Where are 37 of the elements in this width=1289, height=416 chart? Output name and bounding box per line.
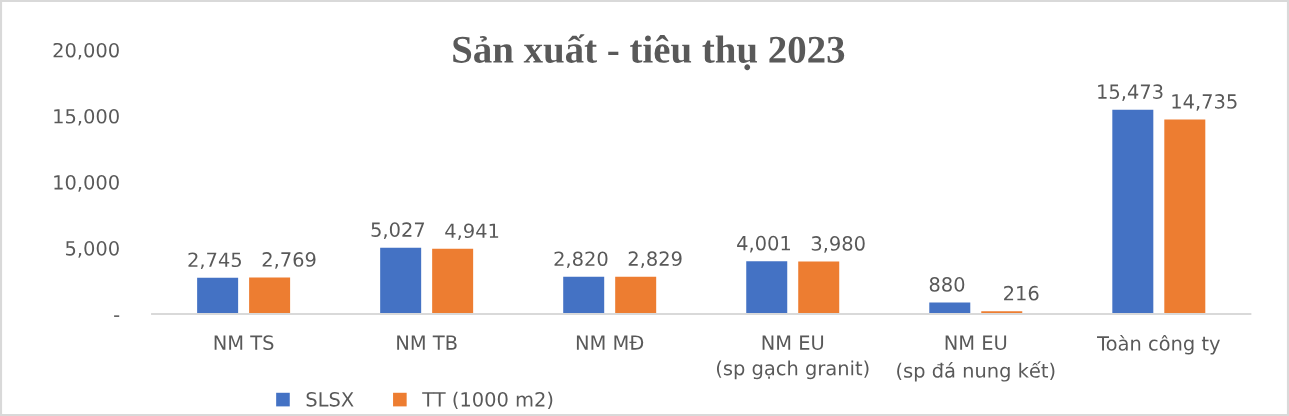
bar: [798, 261, 840, 315]
y-tick-label: 15,000: [54, 108, 119, 126]
data-label: 216: [1004, 285, 1039, 301]
bar: [563, 276, 605, 315]
bar: [746, 261, 788, 315]
data-label: 2,745: [188, 252, 241, 270]
data-label: 15,473: [1098, 84, 1163, 101]
data-label: 3,980: [811, 236, 865, 253]
legend-label: SLSX: [306, 391, 354, 407]
y-tick-label: 5,000: [65, 241, 119, 258]
x-tick-label: NM EU (sp đá nung kết): [897, 335, 1055, 382]
data-label: 14,735: [1172, 94, 1237, 111]
data-label: 2,769: [262, 252, 316, 269]
data-label: 2,829: [628, 251, 682, 268]
data-label: 2,820: [554, 251, 608, 269]
bar: [249, 277, 291, 315]
data-label: 4,941: [445, 223, 499, 241]
bar: [1164, 119, 1206, 315]
bar: [380, 247, 422, 315]
bar: [197, 277, 239, 315]
y-tick-label: -: [114, 315, 120, 317]
x-tick-label: NM MĐ: [576, 335, 644, 350]
bar: [615, 276, 657, 315]
bar: [929, 302, 971, 315]
chart-title: Sản xuất - tiêu thụ 2023: [453, 34, 845, 71]
bar: [1112, 109, 1154, 315]
x-tick-label: NM EU (sp gạch granit): [716, 335, 869, 380]
x-tick-label: NM TB: [397, 335, 457, 350]
data-label: 880: [929, 277, 965, 292]
legend-label: TT (1000 m2): [422, 391, 553, 409]
y-tick-label: 20,000: [53, 42, 119, 60]
data-label: 5,027: [371, 222, 425, 239]
x-tick-label: NM TS: [214, 335, 274, 350]
data-label: 4,001: [737, 235, 790, 253]
y-tick-label: 10,000: [54, 174, 119, 192]
bar: [432, 248, 474, 315]
x-tick-label: Toàn công ty: [1097, 334, 1220, 355]
